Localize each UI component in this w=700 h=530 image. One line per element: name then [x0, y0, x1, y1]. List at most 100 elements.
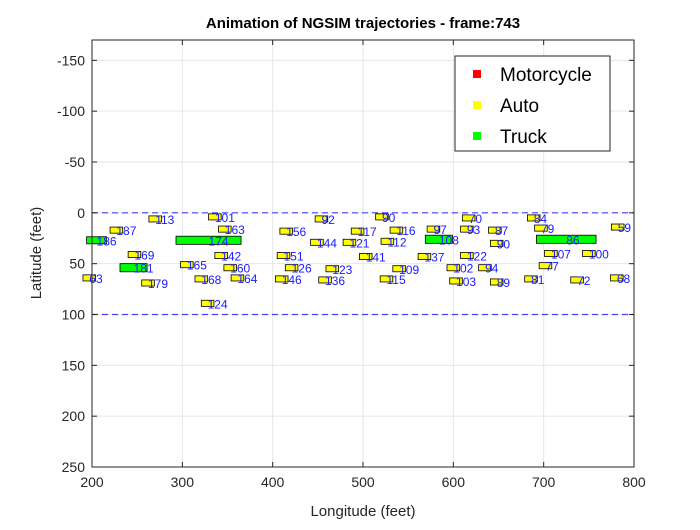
- vehicle-id-label: 151: [284, 250, 304, 264]
- vehicle-id-label: 100: [589, 248, 609, 262]
- y-tick-label: -150: [57, 52, 85, 68]
- vehicle-id-label: 59: [618, 221, 632, 235]
- vehicle-box: [214, 252, 228, 259]
- vehicle-box: [127, 251, 142, 258]
- vehicle-id-label: 124: [208, 297, 228, 311]
- vehicle-id-label: 187: [116, 224, 136, 238]
- legend-marker: [473, 101, 481, 109]
- vehicle-box: [488, 226, 502, 234]
- vehicle-id-label: 102: [453, 262, 473, 276]
- vehicle-box: [141, 279, 155, 287]
- x-tick-label: 500: [351, 474, 375, 490]
- y-tick-label: -100: [57, 103, 85, 119]
- vehicle-box: [570, 276, 584, 284]
- vehicle-box: [180, 261, 194, 269]
- vehicle-box: [544, 250, 558, 257]
- vehicle-id-label: 109: [399, 263, 419, 277]
- vehicle-box: [610, 274, 624, 282]
- y-tick-label: 50: [69, 256, 85, 272]
- vehicle-box: [392, 265, 406, 273]
- vehicle-id-label: 142: [221, 250, 241, 264]
- y-tick-label: 0: [77, 205, 85, 221]
- vehicle-marks: 113 101 92 90 70 84 187 163 156 117 116 97 93 87 79 59 1…: [82, 211, 632, 311]
- vehicle-id-label: 97: [433, 223, 447, 237]
- vehicle-id-label: 168: [201, 273, 221, 287]
- vehicle-box: [426, 225, 441, 233]
- vehicle-id-label: 113: [155, 213, 174, 227]
- vehicle-id-label: 101: [215, 211, 235, 225]
- vehicle-id-label: 94: [485, 262, 499, 276]
- vehicle-box: [582, 250, 596, 257]
- vehicle-box: [274, 275, 289, 283]
- vehicle-id-label: 81: [531, 273, 545, 287]
- vehicle-box: [389, 226, 404, 234]
- vehicle-box: [461, 214, 476, 222]
- vehicle-id-label: 116: [396, 224, 415, 238]
- vehicle-box: [489, 278, 504, 286]
- y-tick-label: 250: [62, 459, 86, 475]
- vehicle-box: [284, 264, 299, 272]
- legend-marker: [473, 132, 481, 140]
- vehicle-box: [417, 253, 432, 260]
- vehicle-box: [489, 239, 504, 247]
- vehicle-id-label: 156: [286, 225, 306, 239]
- vehicle-box: [538, 262, 553, 270]
- vehicle-id-label: 144: [317, 236, 337, 250]
- legend: Motorcycle Auto Truck: [454, 55, 611, 152]
- vehicle-box: [380, 237, 395, 245]
- vehicle-box: [460, 252, 474, 259]
- axis-ticks: 200 300 400 500 600 700 800 -150 -100 -50 0 50 100 15…: [57, 40, 646, 490]
- vehicle-box: [534, 224, 548, 232]
- vehicle-box: [200, 299, 215, 307]
- y-tick-label: 150: [62, 357, 86, 373]
- vehicle-box: [119, 263, 148, 273]
- vehicle-id-label: 107: [551, 248, 571, 262]
- vehicle-id-label: 123: [332, 263, 352, 277]
- y-tick-label: -50: [65, 154, 85, 170]
- vehicle-box: [109, 226, 124, 234]
- vehicle-id-label: 68: [617, 272, 631, 286]
- x-tick-label: 200: [80, 474, 104, 490]
- vehicle-box: [218, 225, 232, 233]
- vehicle-id-label: 160: [230, 262, 250, 276]
- vehicle-box: [611, 223, 625, 231]
- vehicle-box: [318, 276, 332, 284]
- vehicle-box: [276, 252, 291, 259]
- vehicle-id-label: 121: [349, 236, 369, 250]
- vehicle-id-label: 79: [541, 222, 555, 236]
- vehicle-box: [350, 227, 365, 235]
- x-tick-label: 300: [171, 474, 195, 490]
- vehicle-box: [536, 234, 597, 244]
- vehicle-id-label: 89: [497, 276, 511, 290]
- vehicle-id-label: 146: [282, 273, 302, 287]
- vehicle-id-label: 126: [292, 262, 312, 276]
- vehicle-box: [223, 264, 237, 272]
- vehicle-box: [449, 277, 463, 285]
- vehicle-id-label: 84: [534, 212, 548, 226]
- vehicle-id-label: 174: [209, 234, 229, 248]
- x-axis-label: Longitude (feet): [310, 503, 415, 520]
- vehicle-id-label: 103: [456, 275, 476, 289]
- vehicle-id-label: 117: [358, 225, 377, 239]
- legend-entry-label: Motorcycle: [500, 65, 592, 86]
- vehicle-id-label: 77: [545, 260, 559, 274]
- vehicle-box: [342, 238, 357, 246]
- vehicle-id-label: 141: [366, 251, 386, 265]
- y-axis-label: Latitude (feet): [28, 207, 45, 300]
- vehicle-id-label: 87: [495, 224, 509, 238]
- x-tick-label: 700: [532, 474, 556, 490]
- vehicle-box: [379, 275, 394, 283]
- vehicle-box: [446, 264, 461, 272]
- y-tick-label: 200: [62, 408, 86, 424]
- legend-entry-label: Truck: [500, 127, 547, 148]
- vehicle-box: [527, 214, 541, 222]
- chart-title: Animation of NGSIM trajectories - frame:…: [206, 15, 520, 32]
- vehicle-id-label: 108: [439, 233, 459, 247]
- vehicle-id-label: 70: [469, 212, 483, 226]
- legend-marker: [473, 70, 481, 78]
- lane-boundaries: [92, 212, 634, 316]
- vehicle-id-label: 93: [467, 223, 481, 237]
- vehicle-box: [325, 265, 340, 273]
- vehicle-id-label: 186: [97, 234, 117, 248]
